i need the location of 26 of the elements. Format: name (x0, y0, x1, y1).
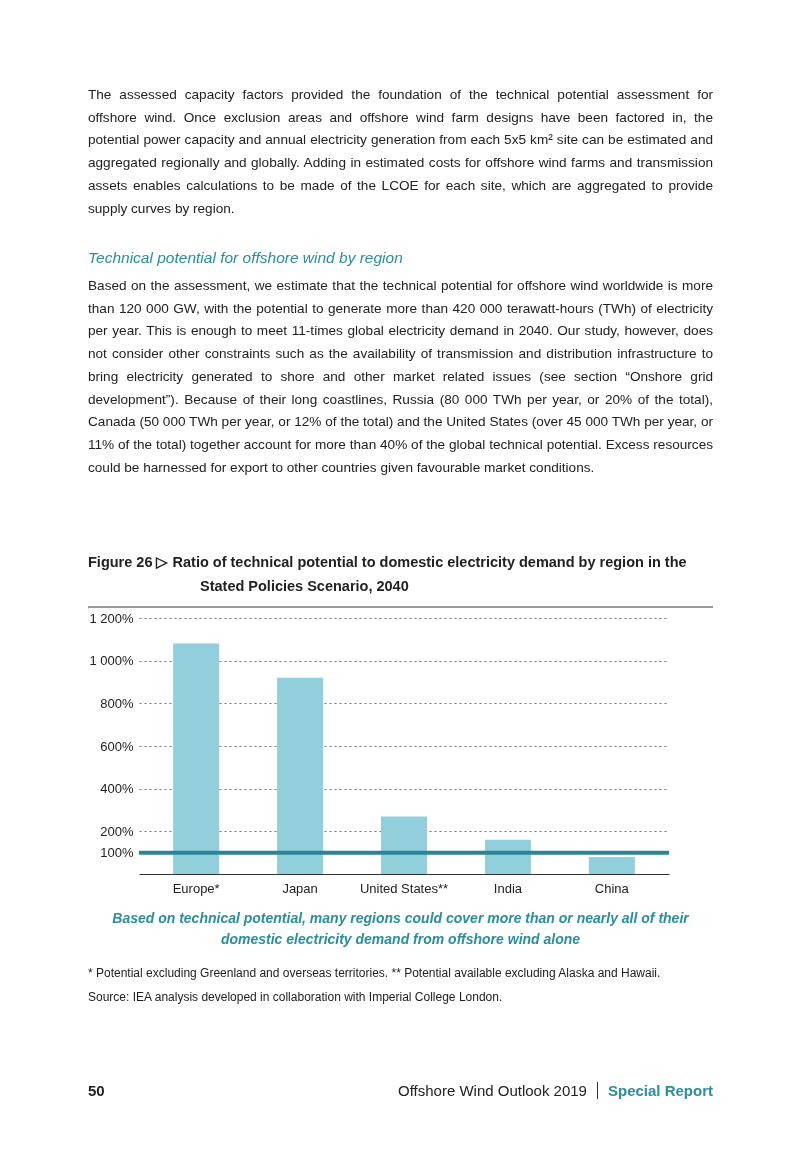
bar (277, 677, 324, 874)
y-tick-label: 800% (100, 695, 134, 711)
text: Technical potential for offshore wind by region (88, 248, 404, 268)
bar (173, 643, 220, 874)
chart-title: Figure 26 ▷ Ratio of technical potential to domestic electricity demand by region in the Stated Policies Scenario, 2040 (88, 550, 713, 608)
x-tick-label: India (493, 880, 523, 896)
y-tick-label: 400% (100, 781, 134, 797)
text: Based on the assessment, we estimate that the technical potential for offshore wind worldwide is more than 120 000 GW, with the potential to generate more than 420 000 terawatt-hours (TWh) of electricity per year. This is enough to meet 11-times global electricity demand in 2040. Our study, however, does not consider other constraints such as the availability of transmission and distribution infrastructure to bring electricity generated to shore and other market related issues (see section “Onshore grid development”). Because of their long coastlines, Russia (80 000 TWh per year, or 20% of the total), Canada (50 000 TWh per year, or 12% of the total) and the United States (over 45 000 TWh per year, or 11% of the total) together account for more than 40% of the global technical potential. Excess resources could be harnessed for export to other countries given favourable market conditions. (88, 278, 713, 475)
y-tick-label: 1 000% (89, 653, 134, 669)
text: * Potential excluding Greenland and overseas territories. ** Potential available excluding Alaska and Hawaii. (88, 965, 662, 982)
y-tick-label: 100% (100, 845, 134, 861)
y-tick-label: 1 200% (89, 610, 134, 626)
text: Based on technical potential, many regions could cover more than or nearly all of their domestic electricity demand from offshore wind alone (111, 909, 691, 949)
x-tick-label: China (594, 880, 630, 896)
text: Offshore Wind Outlook 2019 (397, 1082, 587, 1099)
source-note: Source: IEA analysis developed in collaboration with Imperial College London. (88, 989, 504, 1006)
bar (588, 856, 635, 874)
text: Special Report (596, 1082, 713, 1099)
text: The assessed capacity factors provided the foundation of the technical potential assessment for offshore wind. Once exclusion areas and offshore wind farm designs have been factored in, the potential power capacity and annual electricity generation from each 5x5 km² site can be estimated and aggregated regionally and globally. Adding in estimated costs for offshore wind farms and transmission assets enables calculations to be made of the LCOE for each site, which are aggregated to provide supply curves by region. (88, 86, 713, 218)
y-tick-label: 200% (100, 823, 134, 839)
x-tick-label: Japan (282, 880, 318, 896)
x-tick-label: United States** (359, 880, 449, 896)
text: 50 (88, 1082, 105, 1099)
bar (381, 816, 427, 874)
y-tick-label: 600% (100, 738, 134, 754)
x-tick-label: Europe* (172, 880, 220, 896)
